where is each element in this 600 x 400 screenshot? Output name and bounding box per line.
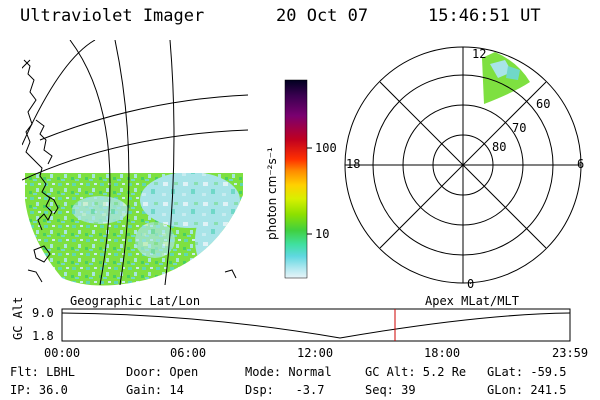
- time-tick-2359: 23:59: [552, 346, 589, 360]
- altitude-tick-bottom: 1.8: [32, 329, 54, 343]
- time-tick-1800: 18:00: [424, 346, 461, 360]
- time-tick-1200: 12:00: [297, 346, 334, 360]
- app-title: Ultraviolet Imager: [20, 6, 205, 26]
- altitude-axis-title: GC Alt: [11, 296, 25, 340]
- status-flt: Flt: LBHL: [10, 365, 76, 379]
- colorbar-gradient: [284, 79, 308, 279]
- colorbar-tick-100: 100: [315, 141, 337, 155]
- mlat-label-70: 70: [512, 121, 527, 135]
- mlt-label-6: 6: [577, 157, 585, 171]
- status-dsp: Dsp: -3.7: [245, 383, 325, 397]
- polar-label: Apex MLat/MLT: [425, 294, 519, 308]
- polar-aurora: [482, 52, 530, 104]
- status-mode: Mode: Normal: [245, 365, 332, 379]
- mlat-label-80: 80: [492, 140, 507, 154]
- time-tick-0000: 00:00: [44, 346, 81, 360]
- altitude-plot-frame: [61, 308, 571, 342]
- time-label: 15:46:51 UT: [428, 6, 541, 26]
- coastline: [22, 59, 237, 283]
- colorbar-tick-10: 10: [315, 227, 330, 241]
- status-seq: Seq: 39: [365, 383, 416, 397]
- status-ip: IP: 36.0: [10, 383, 68, 397]
- status-door: Door: Open: [126, 365, 199, 379]
- mlt-label-0: 0: [467, 277, 475, 291]
- altitude-tick-top: 9.0: [32, 306, 54, 320]
- status-gain: Gain: 14: [126, 383, 184, 397]
- status-glon: GLon: 241.5: [487, 383, 567, 397]
- map-grid: [22, 40, 249, 285]
- altitude-curve: [61, 312, 571, 339]
- mlt-label-18: 18: [346, 157, 361, 171]
- time-tick-0600: 06:00: [170, 346, 207, 360]
- date-label: 20 Oct 07: [276, 6, 369, 26]
- mlat-label-60: 60: [536, 97, 551, 111]
- status-glat: GLat: -59.5: [487, 365, 567, 379]
- map-label: Geographic Lat/Lon: [70, 294, 201, 308]
- status-gcalt: GC Alt: 5.2 Re: [365, 365, 467, 379]
- mlt-label-12: 12: [472, 47, 487, 61]
